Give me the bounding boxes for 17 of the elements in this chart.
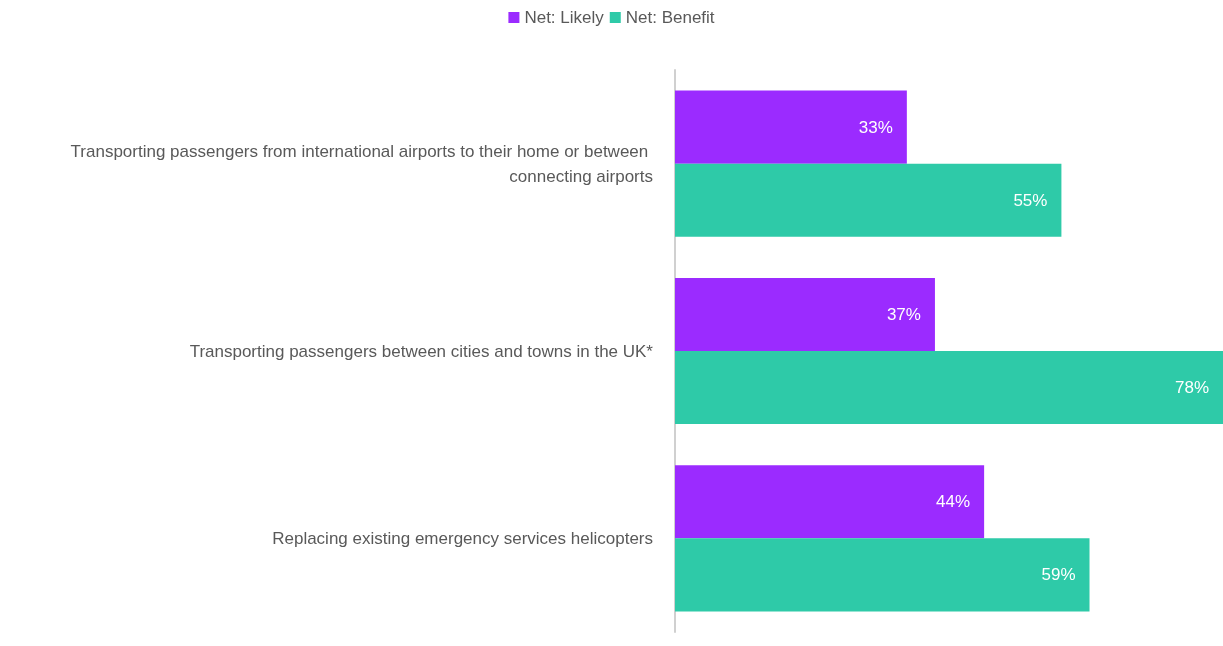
y-tick-label: Transporting passengers from international airports to their home or between connecting airports (70, 141, 653, 186)
bar (675, 351, 1223, 425)
bar (675, 90, 907, 164)
data-label: 37% (886, 304, 921, 324)
y-tick-label: Replacing existing emergency services helicopters (272, 528, 653, 548)
data-label: 33% (858, 117, 893, 137)
legend-label: Net: Benefit (625, 8, 715, 27)
bar (675, 277, 935, 351)
data-label: 55% (1013, 190, 1048, 210)
bar (675, 465, 985, 539)
y-tick-label: Transporting passengers between cities and towns in the UK* (189, 341, 654, 361)
bar (675, 163, 1062, 237)
bar (675, 538, 1090, 612)
data-label: 44% (936, 492, 971, 512)
data-label: 59% (1041, 565, 1076, 585)
data-label: 78% (1174, 378, 1209, 398)
legend-label: Net: Likely (524, 8, 605, 27)
